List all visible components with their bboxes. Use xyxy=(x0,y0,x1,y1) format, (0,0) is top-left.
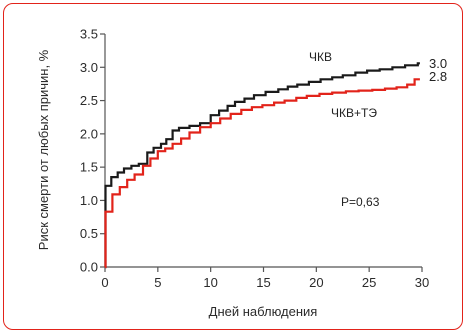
x-tick-label: 10 xyxy=(203,275,217,290)
x-tick-label: 20 xyxy=(309,275,323,290)
series-line-pci xyxy=(104,62,420,269)
y-tick-label: 1.0 xyxy=(80,193,98,208)
end-value-pci-te: 2.8 xyxy=(429,69,447,84)
x-tick-label: 15 xyxy=(256,275,270,290)
series-label-pci-te: ЧКВ+ТЭ xyxy=(331,106,377,120)
y-tick-label: 3.5 xyxy=(80,27,98,42)
chart-frame xyxy=(3,3,463,330)
y-tick-label: 0.0 xyxy=(80,260,98,275)
series-line-pci-te xyxy=(104,78,420,269)
x-tick-label: 25 xyxy=(362,275,376,290)
y-tick-label: 3.0 xyxy=(80,60,98,75)
chart-axes: 0.0 0.5 1.0 1.5 2.0 2.5 3.0 3.5 0 5 10 15 20 25 30 xyxy=(80,27,429,291)
y-tick-label: 2.0 xyxy=(80,126,98,141)
chart-series xyxy=(104,62,420,269)
series-label-pci: ЧКВ xyxy=(309,50,332,64)
y-tick-label: 1.5 xyxy=(80,160,98,175)
x-tick-label: 5 xyxy=(154,275,161,290)
p-value-annotation: P=0,63 xyxy=(341,195,380,209)
x-tick-label: 0 xyxy=(101,275,108,290)
x-axis-title: Дней наблюдения xyxy=(209,304,318,319)
y-tick-label: 0.5 xyxy=(80,226,98,241)
y-axis-title: Риск смерти от любых причин, % xyxy=(36,49,51,250)
end-value-pci: 3.0 xyxy=(429,56,447,71)
y-tick-label: 2.5 xyxy=(80,93,98,108)
x-tick-label: 30 xyxy=(415,275,429,290)
